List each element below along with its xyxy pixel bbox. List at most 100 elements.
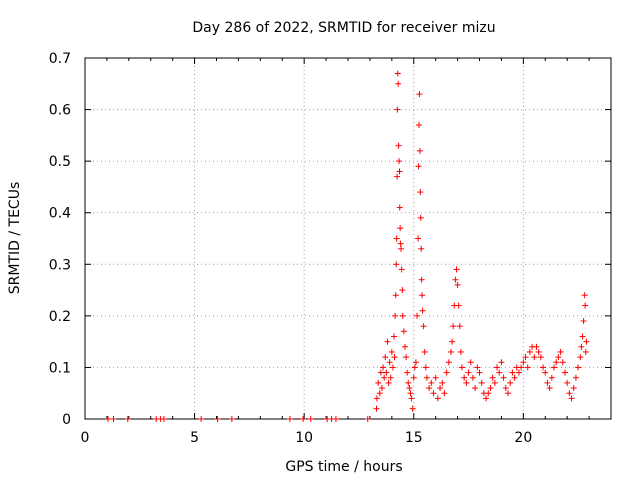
data-point <box>377 369 384 376</box>
data-point <box>397 225 404 232</box>
data-point <box>375 379 382 386</box>
data-point <box>533 343 540 350</box>
x-tick-label: 10 <box>295 430 313 446</box>
data-point <box>392 312 399 319</box>
data-point <box>472 385 479 392</box>
data-point <box>399 287 406 294</box>
data-point <box>456 323 463 330</box>
data-point <box>483 395 490 402</box>
data-point <box>364 416 371 422</box>
data-point <box>110 416 117 422</box>
data-point <box>405 379 412 386</box>
data-point <box>448 348 455 355</box>
data-point <box>396 158 403 165</box>
y-tick-label: 0.3 <box>49 257 71 273</box>
x-tick-label: 0 <box>81 430 90 446</box>
y-tick-label: 0.6 <box>49 103 71 119</box>
y-tick-label: 0.5 <box>49 154 71 170</box>
data-point <box>455 302 462 309</box>
data-point <box>540 364 547 371</box>
data-point <box>572 374 579 381</box>
y-tick-label: 0.7 <box>49 51 71 67</box>
data-point <box>426 385 433 392</box>
grid-lines <box>85 58 611 419</box>
data-point <box>421 348 428 355</box>
data-point <box>392 292 399 299</box>
data-point <box>385 379 392 386</box>
data-point <box>494 364 501 371</box>
data-point <box>382 354 389 361</box>
data-point <box>518 364 525 371</box>
data-point <box>124 416 131 422</box>
data-point <box>416 91 423 98</box>
data-point <box>555 354 562 361</box>
data-point <box>398 245 405 252</box>
data-point <box>491 379 498 386</box>
data-point <box>411 364 418 371</box>
data-point <box>457 348 464 355</box>
data-point <box>419 292 426 299</box>
data-point <box>559 359 566 366</box>
data-point <box>332 416 339 422</box>
data-point <box>546 385 553 392</box>
data-point <box>454 281 461 288</box>
data-point <box>578 343 585 350</box>
data-point <box>307 416 314 422</box>
data-point <box>548 374 555 381</box>
data-point <box>400 328 407 335</box>
data-point <box>378 385 385 392</box>
data-point <box>404 369 411 376</box>
data-point <box>380 364 387 371</box>
data-point <box>582 348 589 355</box>
data-point <box>407 390 414 397</box>
data-point <box>394 173 401 180</box>
data-point <box>396 168 403 175</box>
x-tick-label: 5 <box>190 430 199 446</box>
data-point <box>561 369 568 376</box>
data-point <box>504 390 511 397</box>
data-point <box>228 416 235 422</box>
data-point <box>408 395 415 402</box>
data-point <box>581 292 588 299</box>
data-point <box>398 266 405 273</box>
data-point <box>415 235 422 242</box>
data-point <box>502 385 509 392</box>
data-point <box>409 405 416 412</box>
data-point <box>474 364 481 371</box>
data-point <box>389 364 396 371</box>
data-point <box>487 385 494 392</box>
data-point <box>428 379 435 386</box>
data-point <box>443 369 450 376</box>
data-point <box>412 359 419 366</box>
data-point <box>393 261 400 268</box>
data-point <box>418 276 425 283</box>
plot-frame <box>84 57 612 420</box>
data-point <box>535 348 542 355</box>
data-point <box>160 416 167 422</box>
data-point <box>575 364 582 371</box>
data-point <box>397 240 404 247</box>
data-point <box>401 343 408 350</box>
data-point <box>300 416 307 422</box>
data-point <box>414 312 421 319</box>
data-point <box>507 379 514 386</box>
data-point <box>432 374 439 381</box>
data-point <box>485 390 492 397</box>
data-point <box>553 359 560 366</box>
chart-title: Day 286 of 2022, SRMTID for receiver miz… <box>192 20 495 36</box>
y-axis-label: SRMTID / TECUs <box>7 182 23 295</box>
data-point <box>478 379 485 386</box>
data-point <box>422 364 429 371</box>
x-tick-label: 15 <box>405 430 423 446</box>
data-point <box>566 390 573 397</box>
data-point <box>583 338 590 345</box>
data-point <box>544 379 551 386</box>
data-point <box>437 385 444 392</box>
data-point <box>465 369 472 376</box>
data-point <box>396 204 403 211</box>
data-point <box>570 385 577 392</box>
data-point <box>526 348 533 355</box>
data-point <box>393 235 400 242</box>
data-point <box>439 379 446 386</box>
data-point <box>399 312 406 319</box>
